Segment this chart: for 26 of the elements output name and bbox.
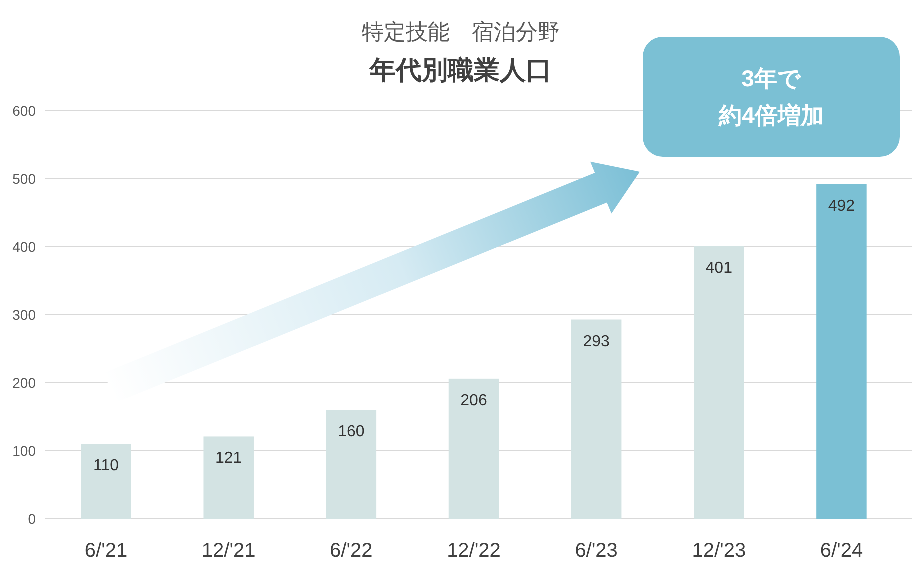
x-tick-label: 6/'21: [84, 540, 128, 562]
x-tick-label: 12/'23: [692, 540, 746, 562]
chart-title: 特定技能 宿泊分野: [362, 20, 560, 44]
x-tick-label: 12/'22: [447, 540, 501, 562]
data-label: 110: [94, 458, 120, 475]
y-tick-label: 300: [12, 307, 36, 323]
data-label: 293: [583, 333, 610, 350]
annotation: 約4倍増加: [719, 102, 824, 128]
x-tick-label: 6/'23: [575, 540, 618, 562]
y-tick-label: 0: [28, 511, 36, 527]
y-tick-label: 500: [12, 171, 36, 187]
y-tick-label: 400: [12, 239, 36, 255]
x-tick-label: 12/'21: [202, 540, 256, 562]
bar: [816, 184, 867, 519]
x-tick-label: 6/'24: [820, 540, 864, 562]
chart-subtitle: 年代別職業人口: [369, 55, 552, 85]
x-tick-label: 6/'22: [330, 540, 373, 562]
y-tick-label: 100: [12, 443, 36, 459]
data-label: 121: [216, 450, 242, 468]
data-label: 492: [828, 198, 856, 215]
y-tick-label: 600: [12, 103, 36, 119]
y-tick-label: 200: [12, 375, 36, 391]
annotation: 3年で: [742, 66, 802, 92]
data-label: 401: [706, 260, 733, 277]
data-label: 206: [460, 392, 488, 410]
data-label: 160: [338, 424, 365, 441]
